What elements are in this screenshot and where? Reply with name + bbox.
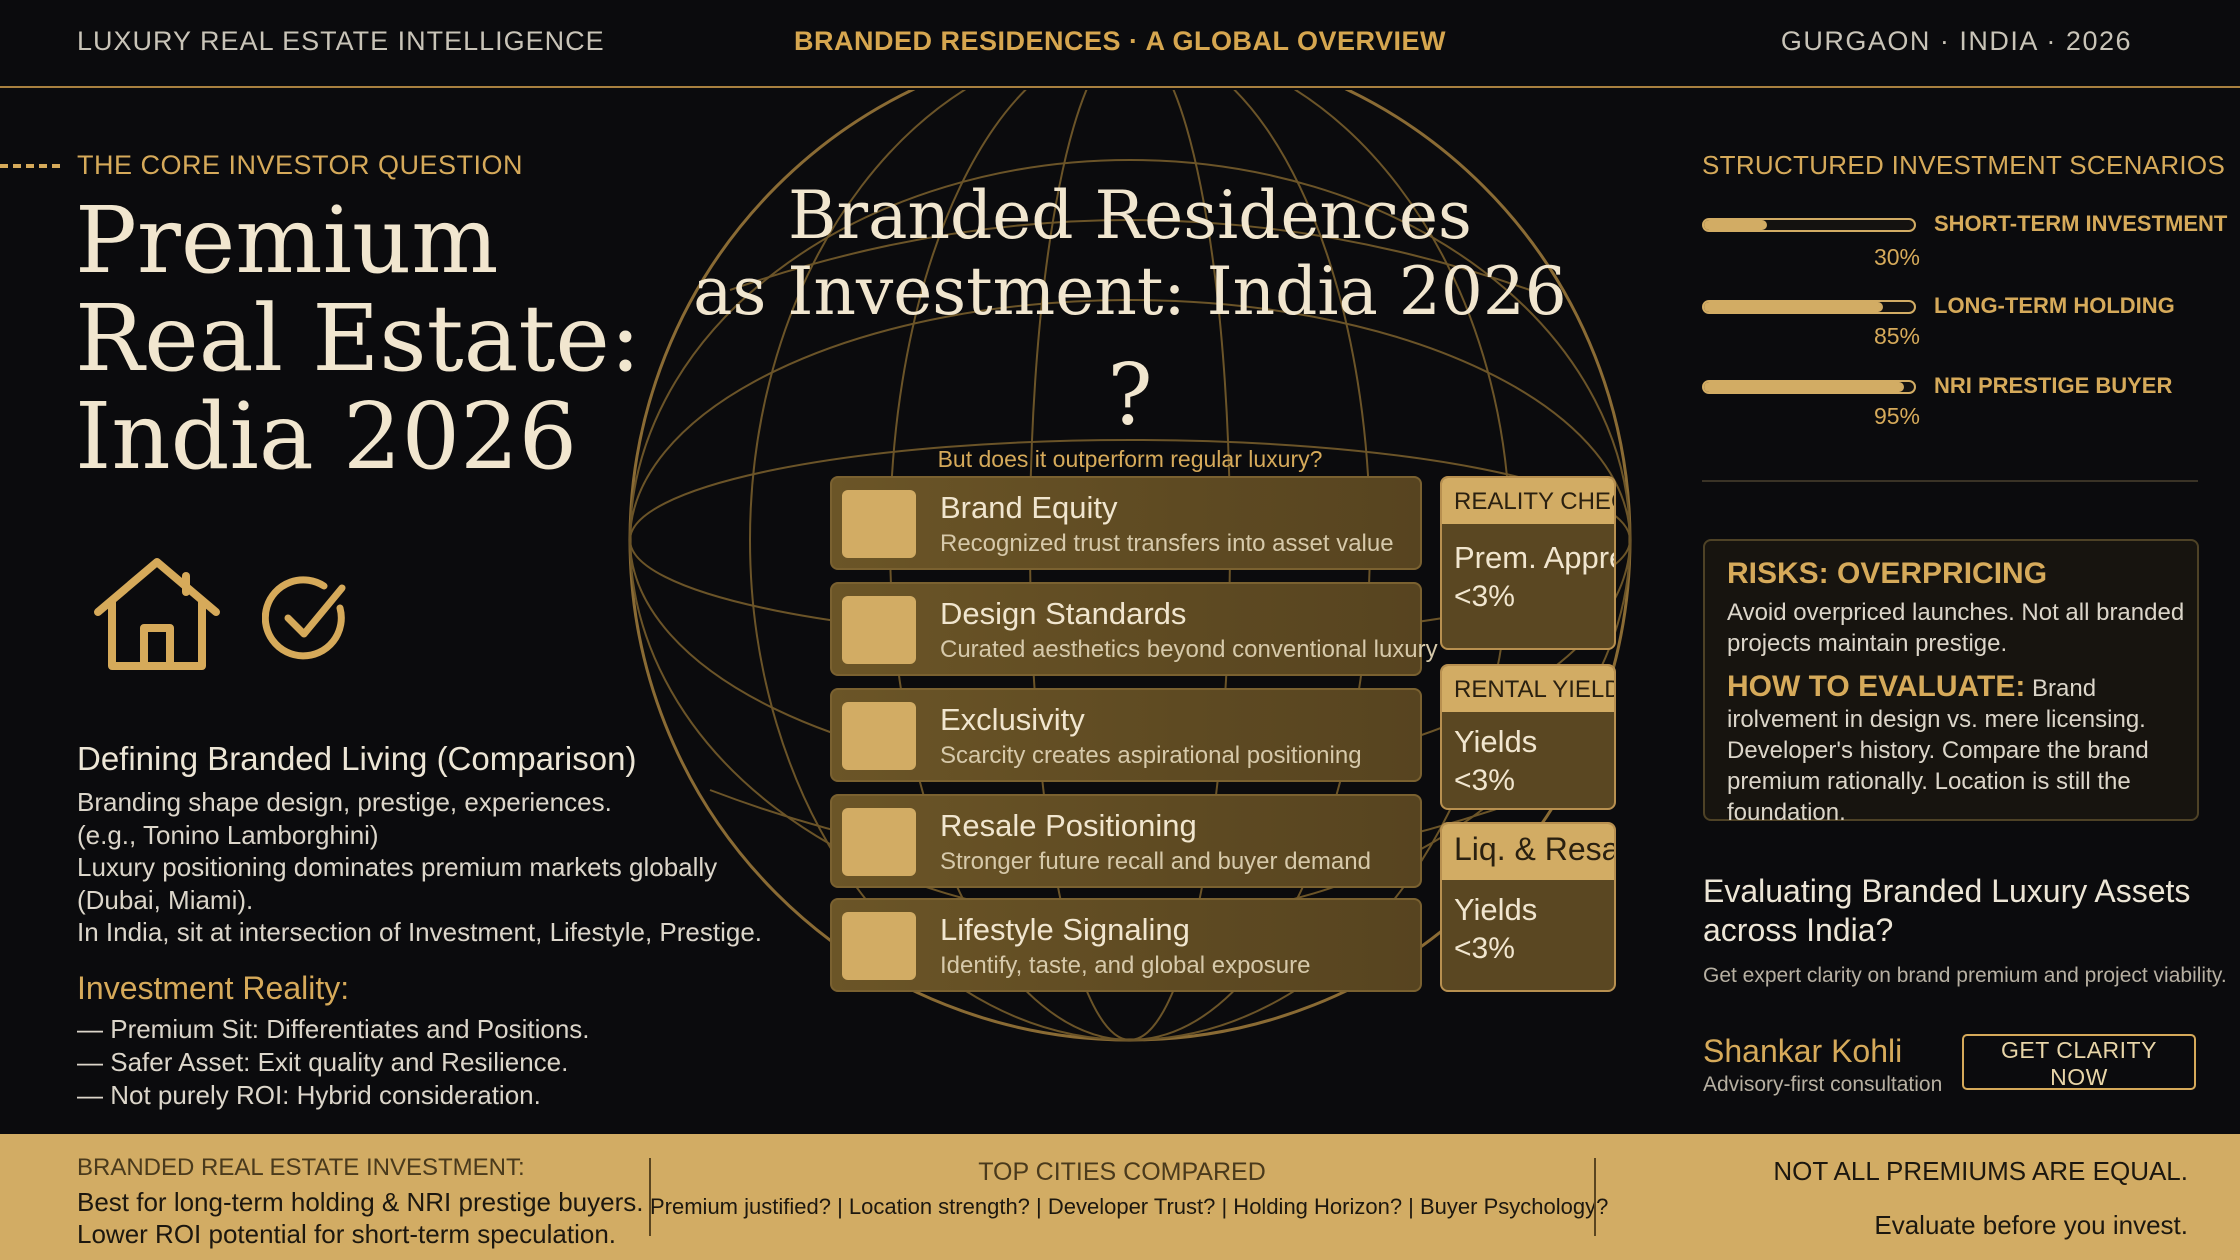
footer-summary-line: Lower ROI potential for short-term specu… [77, 1219, 617, 1249]
defining-line: In India, sit at intersection of Investm… [77, 917, 763, 947]
footer-divider [649, 1158, 651, 1236]
card-title: Design Standards [940, 596, 1187, 631]
defining-heading: Defining Branded Living (Comparison) [77, 740, 637, 777]
center-subtitle: But does it outperform regular luxury? [937, 446, 1323, 472]
scenarios-heading: STRUCTURED INVESTMENT SCENARIOS [1702, 150, 2226, 180]
defining-line: (Dubai, Miami). [77, 884, 254, 915]
card-title: Lifestyle Signaling [940, 912, 1190, 947]
risk-box: RISKS: OVERPRICING Avoid overpriced laun… [1703, 539, 2199, 826]
card-subtitle: Stronger future recall and buyer demand [940, 848, 1371, 875]
rental-yields-box: RENTAL YIELDS Yields <3% [1440, 664, 1616, 810]
get-clarity-button[interactable]: GET CLARITY NOW [1962, 1034, 2196, 1090]
card-title: Brand Equity [940, 490, 1118, 525]
check-box-header: Liq. & Resale [1442, 824, 1614, 880]
house-icon [94, 558, 220, 670]
scenario-bar-nri-prestige [1702, 380, 1916, 394]
scenario-label: SHORT-TERM INVESTMENT [1934, 211, 2228, 236]
consultant-role: Advisory-first consultation [1703, 1073, 1943, 1096]
scenario-label: LONG-TERM HOLDING [1934, 293, 2175, 318]
card-swatch [842, 912, 916, 980]
footer-cities-heading: TOP CITIES COMPARED [978, 1158, 1266, 1186]
list-item: — Safer Asset: Exit quality and Resilien… [77, 1047, 569, 1077]
scenario-bar-fill [1704, 302, 1883, 312]
check-box-header: RENTAL YIELDS [1442, 666, 1614, 712]
scenario-bar-fill [1704, 220, 1767, 230]
scenario-label: NRI PRESTIGE BUYER [1934, 373, 2173, 398]
defining-text: Branding shape design, prestige, experie… [77, 786, 763, 949]
main-title-line: Real Estate: [75, 285, 641, 392]
card-swatch [842, 702, 916, 770]
footer-divider [1594, 1158, 1596, 1236]
footer-tagline: NOT ALL PREMIUMS ARE EQUAL. [1773, 1156, 2188, 1186]
card-title: Exclusivity [940, 702, 1085, 737]
risk-heading: RISKS: OVERPRICING [1727, 557, 2048, 590]
core-question-kicker: THE CORE INVESTOR QUESTION [77, 150, 524, 180]
investment-reality-list: — Premium Sit: Differentiates and Positi… [77, 1013, 590, 1112]
check-box-line: Yields [1454, 724, 1538, 759]
card-subtitle: Curated aesthetics beyond conventional l… [940, 636, 1438, 663]
list-item: — Premium Sit: Differentiates and Positi… [77, 1014, 590, 1044]
evaluate-label: HOW TO EVALUATE: [1727, 670, 2026, 703]
evaluate-text-block: HOW TO EVALUATE: Brand irolvement in des… [1727, 671, 2187, 828]
footer-heading: BRANDED REAL ESTATE INVESTMENT: [77, 1154, 525, 1181]
card-subtitle: Scarcity creates aspirational positionin… [940, 742, 1362, 769]
check-box-line: Yields [1454, 892, 1538, 927]
center-title: Branded Residences as Investment: India … [630, 178, 1630, 330]
liquidity-resale-box: Liq. & Resale Yields <3% [1440, 822, 1616, 992]
footer-bar: BRANDED REAL ESTATE INVESTMENT: Best for… [0, 1134, 2240, 1260]
consultant-name: Shankar Kohli [1703, 1033, 1903, 1069]
evaluate-subtitle: Get expert clarity on brand premium and … [1703, 964, 2227, 987]
check-box-value: <3% [1454, 580, 1515, 613]
footer-summary: Best for long-term holding & NRI prestig… [77, 1186, 643, 1250]
main-title-line: Premium [75, 187, 499, 294]
card-title: Resale Positioning [940, 808, 1197, 843]
scenario-percent: 95% [1873, 403, 1920, 429]
header-title: BRANDED RESIDENCES · A GLOBAL OVERVIEW [793, 26, 1447, 56]
feature-card-design-standards: Design Standards Curated aesthetics beyo… [830, 582, 1438, 676]
footer-call-to-action: Evaluate before you invest. [1874, 1210, 2188, 1240]
check-box-line: Prem. Apprec. [1454, 540, 1614, 575]
scenario-bar-long-term [1702, 300, 1916, 314]
reality-checks-box: REALITY CHECKS Prem. Apprec. <3% [1440, 476, 1616, 650]
footer-cities-criteria: Premium justified? | Location strength? … [650, 1194, 1609, 1219]
footer-summary-line: Best for long-term holding & NRI prestig… [77, 1187, 644, 1217]
check-box-header: REALITY CHECKS [1442, 478, 1614, 524]
divider [1702, 480, 2198, 482]
card-subtitle: Identify, taste, and global exposure [940, 952, 1311, 979]
evaluate-text: Brand irolvement in design vs. mere lice… [1727, 675, 2149, 826]
defining-line: (e.g., Tonino Lamborghini) [77, 819, 379, 850]
list-item: — Not purely ROI: Hybrid consideration. [77, 1080, 541, 1110]
defining-line: Luxury positioning dominates premium mar… [77, 852, 718, 882]
card-subtitle: Recognized trust transfers into asset va… [940, 530, 1394, 557]
scenario-percent: 30% [1873, 244, 1920, 270]
scenario-percent: 85% [1873, 323, 1920, 349]
kicker-dash [0, 164, 60, 172]
evaluate-heading: Evaluating Branded Luxury Assets across … [1703, 873, 2191, 948]
center-title-line: as Investment: India 2026 [693, 253, 1567, 330]
feature-card-brand-equity: Brand Equity Recognized trust transfers … [830, 476, 1422, 570]
main-title-line: India 2026 [75, 383, 578, 490]
header-location: GURGAON · INDIA · 2026 [1780, 26, 2132, 56]
checkmark-circle-icon [262, 576, 346, 660]
card-swatch [842, 808, 916, 876]
top-header: LUXURY REAL ESTATE INTELLIGENCE BRANDED … [0, 0, 2240, 88]
scenario-bar-short-term [1702, 218, 1916, 232]
scenario-bar-fill [1704, 382, 1904, 392]
defining-line: Branding shape design, prestige, experie… [77, 787, 612, 817]
risk-text: Avoid overpriced launches. Not all brand… [1727, 599, 2185, 657]
feature-card-exclusivity: Exclusivity Scarcity creates aspirationa… [830, 688, 1422, 782]
card-swatch [842, 596, 916, 664]
check-box-value: <3% [1454, 764, 1515, 797]
feature-card-lifestyle-signaling: Lifestyle Signaling Identify, taste, and… [830, 898, 1422, 992]
feature-card-resale-positioning: Resale Positioning Stronger future recal… [830, 794, 1422, 888]
card-swatch [842, 490, 916, 558]
investment-reality-heading: Investment Reality: [77, 970, 350, 1006]
brand-label: LUXURY REAL ESTATE INTELLIGENCE [77, 26, 605, 56]
check-box-value: <3% [1454, 932, 1515, 965]
main-title: Premium Real Estate: India 2026 [75, 192, 675, 486]
question-mark: ? [1107, 346, 1153, 444]
center-title-line: Branded Residences [788, 177, 1472, 254]
